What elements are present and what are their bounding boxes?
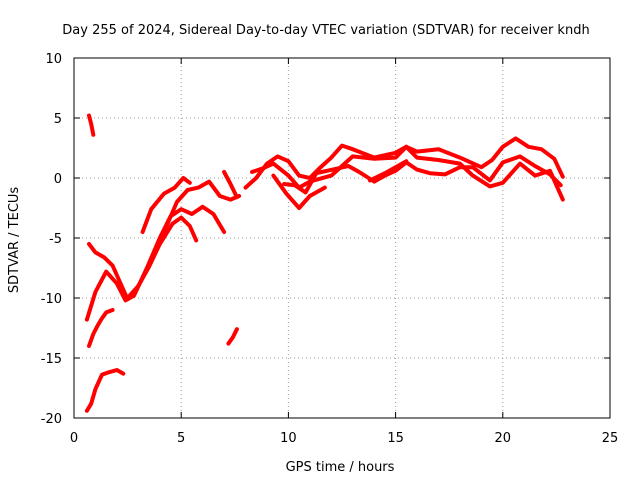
series-arc-14: [271, 173, 327, 210]
chart-title: Day 255 of 2024, Sidereal Day-to-day VTE…: [62, 23, 589, 38]
x-tick-label: 5: [177, 431, 185, 446]
y-tick-label: -5: [49, 232, 62, 247]
axis-ticks: 0 5 10 15 20 25 -20 -15 -10 -5 0 5 10: [41, 52, 619, 446]
series-arc-3: [87, 308, 115, 348]
series-arc-2: [84, 368, 126, 413]
y-tick-label: -20: [41, 412, 62, 427]
y-tick-label: 10: [45, 52, 62, 67]
y-axis-label: SDTVAR / TECUs: [7, 187, 22, 294]
x-tick-label: 15: [387, 431, 404, 446]
series-arc-1: [87, 113, 96, 137]
series-arc-6: [125, 215, 199, 300]
series-arc-10: [226, 327, 239, 346]
y-tick-label: -10: [41, 292, 62, 307]
y-tick-label: 5: [54, 112, 62, 127]
x-tick-label: 25: [602, 431, 619, 446]
series-arc-9: [222, 170, 239, 200]
grid-lines: [74, 58, 610, 418]
series-arc-15: [367, 159, 409, 183]
y-tick-label: 0: [54, 172, 62, 187]
series-arc-8: [162, 179, 242, 234]
plot-frame: [73, 57, 611, 419]
x-tick-label: 0: [70, 431, 78, 446]
series-arc-11: [243, 136, 565, 190]
x-tick-label: 10: [280, 431, 297, 446]
series-arc-7: [140, 176, 192, 234]
series-arc-5: [87, 242, 130, 302]
y-tick-label: -15: [41, 352, 62, 367]
data-series: [84, 113, 565, 413]
x-axis-label: GPS time / hours: [286, 460, 395, 475]
x-tick-label: 20: [495, 431, 512, 446]
series-arc-12: [250, 144, 565, 202]
